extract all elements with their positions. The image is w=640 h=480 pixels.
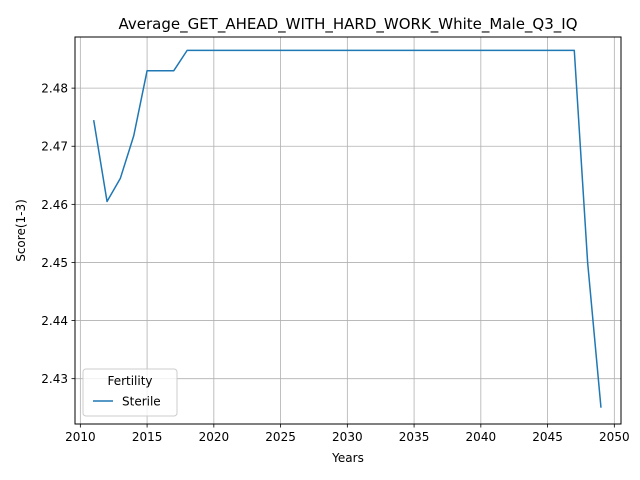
x-tick-label: 2030 <box>332 430 363 444</box>
x-tick-label: 2010 <box>65 430 96 444</box>
series-layer <box>92 49 602 408</box>
chart-title: Average_GET_AHEAD_WITH_HARD_WORK_White_M… <box>118 15 577 34</box>
y-tick-label: 2.43 <box>41 372 68 386</box>
x-axis-title: Years <box>331 451 364 465</box>
series-line-sterile <box>92 49 602 408</box>
x-tick-label: 2045 <box>532 430 563 444</box>
x-tick-label: 2040 <box>466 430 497 444</box>
x-tick-label: 2015 <box>132 430 163 444</box>
y-tick-label: 2.46 <box>41 198 68 212</box>
x-tick-label: 2050 <box>599 430 630 444</box>
y-axis-title: Score(1-3) <box>14 199 28 262</box>
legend: Fertility Sterile <box>82 368 178 417</box>
y-tick-label: 2.47 <box>41 140 68 154</box>
y-tick-label: 2.45 <box>41 256 68 270</box>
legend-box <box>82 368 178 417</box>
legend-entry-label: Sterile <box>122 395 161 409</box>
ticks: 2010 2015 2020 2025 2030 2035 2040 2045 2050 2.43… <box>41 82 629 444</box>
grid <box>75 37 621 424</box>
y-tick-label: 2.48 <box>41 82 68 96</box>
x-tick-label: 2025 <box>265 430 296 444</box>
x-tick-label: 2035 <box>399 430 430 444</box>
x-tick-label: 2020 <box>199 430 230 444</box>
plot-frame <box>74 36 622 425</box>
legend-title: Fertility <box>107 374 152 388</box>
y-tick-label: 2.44 <box>41 314 68 328</box>
